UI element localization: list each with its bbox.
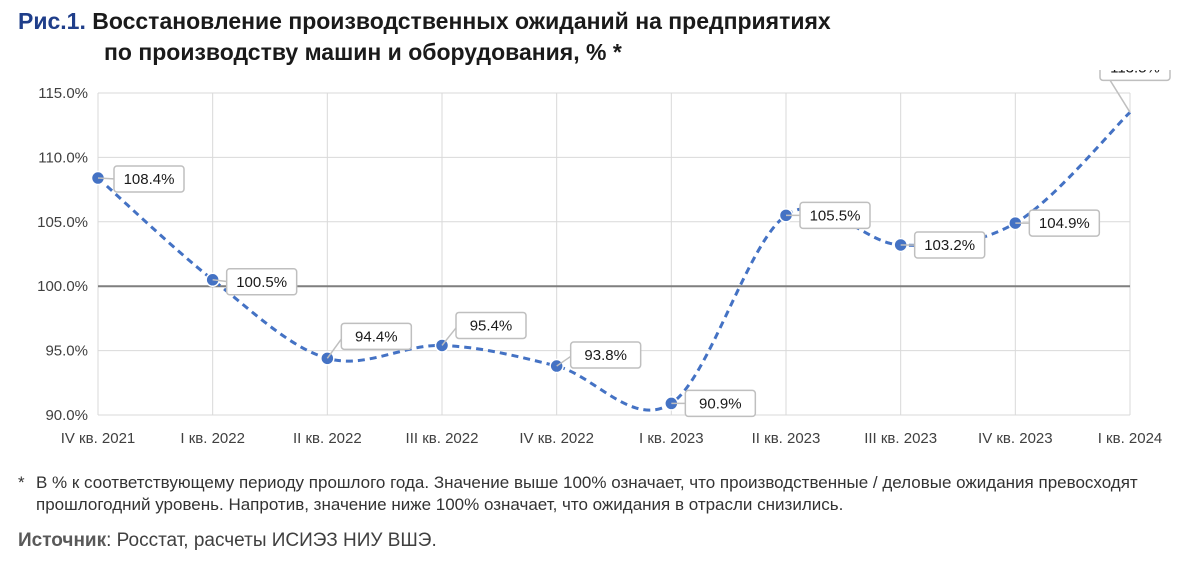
data-labels: 108.4% 100.5% 94.4% 95.4% 93.8% 90.9% 105.5% 10… — [97, 70, 1171, 418]
label-box — [799, 201, 871, 230]
y-tick-label: 110.0% — [38, 149, 88, 166]
y-tick-label: 105.0% — [37, 214, 88, 231]
gridlines — [97, 92, 1131, 416]
x-tick-label: IV кв. 2023 — [978, 430, 1053, 447]
y-tick-label: 115.0% — [38, 85, 88, 102]
data-label: 104.9% — [1015, 209, 1101, 237]
series-line — [97, 111, 1132, 412]
label-text: 108.4% — [124, 171, 175, 188]
label-text: 113.5% — [1110, 70, 1160, 76]
data-label: 100.5% — [212, 268, 298, 296]
data-label: 93.8% — [556, 341, 642, 369]
label-text: 94.4% — [355, 328, 398, 345]
label-text: 93.8% — [584, 347, 627, 364]
x-axis-ticks: IV кв. 2021 I кв. 2022 II кв. 2022 III кв. … — [61, 430, 1163, 447]
y-tick-label: 95.0% — [45, 343, 88, 360]
label-box — [913, 231, 986, 259]
x-tick-label: I кв. 2022 — [180, 430, 245, 447]
label-text: 90.9% — [699, 395, 742, 412]
data-label: 113.5% — [1099, 70, 1171, 113]
footnote-text: В % к соответствующему периоду прошлого … — [36, 473, 1138, 514]
x-tick-label: II кв. 2022 — [293, 430, 362, 447]
label-text: 104.9% — [1039, 215, 1090, 232]
label-box — [569, 341, 642, 369]
label-box — [684, 389, 757, 418]
label-text: 103.2% — [924, 237, 975, 254]
label-pointer — [97, 177, 117, 180]
label-box — [1028, 209, 1101, 237]
figure-title: Рис.1. Восстановление производственных о… — [18, 6, 831, 68]
data-label: 108.4% — [97, 165, 185, 193]
data-label: 94.4% — [326, 322, 413, 359]
x-tick-label: IV кв. 2022 — [519, 430, 594, 447]
x-tick-label: III кв. 2023 — [864, 430, 937, 447]
source-text: : Росстат, расчеты ИСИЭЗ НИУ ВШЭ. — [106, 530, 437, 551]
x-tick-label: II кв. 2023 — [752, 430, 821, 447]
label-text: 100.5% — [236, 274, 287, 291]
data-label: 105.5% — [786, 201, 871, 230]
label-text: 95.4% — [470, 317, 513, 334]
footnote-marker: * — [18, 473, 25, 492]
label-box — [340, 322, 413, 351]
data-label: 103.2% — [900, 231, 986, 259]
label-box — [1099, 70, 1171, 82]
title-line-2: по производству машин и оборудования, % … — [104, 39, 622, 65]
data-label: 95.4% — [441, 311, 527, 346]
label-box — [225, 268, 298, 296]
line-chart: 90.0% 95.0% 100.0% 105.0% 110.0% 115.0% IV кв… — [37, 70, 1171, 447]
x-tick-label: I кв. 2023 — [639, 430, 704, 447]
x-tick-label: IV кв. 2021 — [61, 430, 136, 447]
label-text: 105.5% — [810, 207, 861, 224]
x-tick-label: I кв. 2024 — [1098, 430, 1163, 447]
y-tick-label: 100.0% — [37, 278, 88, 295]
y-axis-ticks: 90.0% 95.0% 100.0% 105.0% 110.0% 115.0% — [37, 85, 88, 424]
label-box — [113, 165, 185, 193]
data-label: 90.9% — [671, 389, 757, 418]
x-tick-label: III кв. 2022 — [406, 430, 479, 447]
label-box — [455, 311, 527, 340]
title-line-1: Восстановление производственных ожиданий… — [92, 8, 831, 34]
source-label: Источник — [18, 530, 107, 551]
source-note: Источник: Росстат, расчеты ИСИЭЗ НИУ ВШЭ… — [18, 530, 437, 552]
y-tick-label: 90.0% — [45, 407, 88, 424]
figure-number: Рис.1. — [18, 8, 86, 34]
footnote: * В % к соответствующему периоду прошлог… — [18, 472, 1178, 516]
